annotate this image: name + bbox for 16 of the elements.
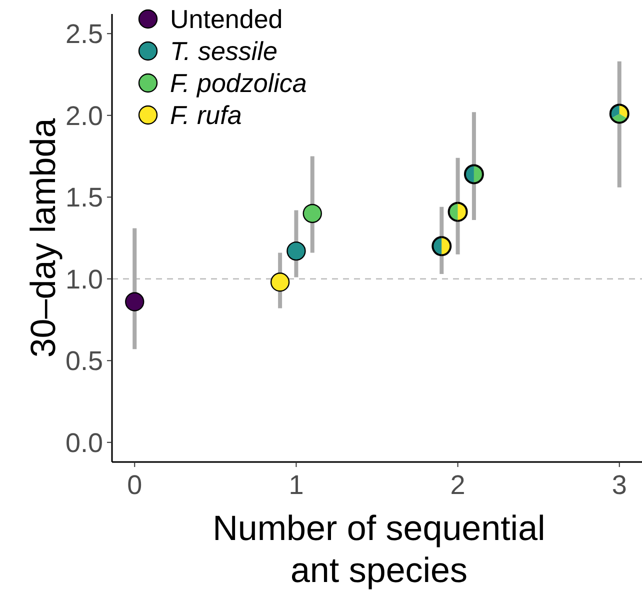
legend-label: T. sessile	[170, 36, 278, 66]
legend-label: F. rufa	[170, 100, 242, 130]
y-tick-label: 2.0	[65, 100, 103, 131]
x-tick-label: 0	[127, 470, 142, 500]
y-tick-label: 0.0	[65, 428, 103, 458]
legend-label: F. podzolica	[170, 68, 307, 98]
x-tick-label: 2	[450, 470, 466, 500]
y-axis-title: 30–day lambda	[24, 118, 63, 358]
y-tick-label: 2.5	[65, 19, 103, 50]
x-tick-label: 3	[612, 470, 627, 500]
y-tick-label: 1.5	[65, 182, 103, 213]
x-axis-title: Number of sequential ant species	[212, 509, 546, 590]
y-tick-label: 0.5	[65, 346, 103, 376]
x-tick-label: 1	[288, 470, 304, 500]
y-tick-label: 1.0	[65, 264, 103, 294]
legend-label: Untended	[170, 4, 283, 34]
